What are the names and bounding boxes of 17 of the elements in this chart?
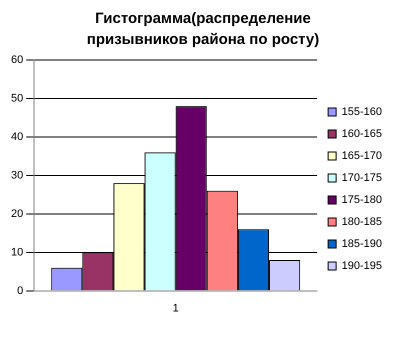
x-tick-label: 1 (172, 302, 179, 314)
chart-title: Гистограмма(распределение призывников района по росту) (86, 9, 320, 50)
y-tick-label: 50 (10, 92, 24, 104)
y-tick-label: 40 (10, 130, 24, 143)
y-tick-label: 10 (10, 246, 24, 258)
y-tick-label: 30 (10, 169, 24, 182)
legend-label: 155-160 (342, 106, 382, 118)
y-tick-label: 20 (10, 208, 24, 220)
legend-label: 190-195 (342, 260, 382, 272)
legend-label: 175-180 (342, 194, 382, 206)
legend-label: 165-170 (342, 150, 382, 162)
y-tick-label: 60 (10, 54, 24, 66)
legend-label: 160-165 (342, 128, 382, 140)
y-tick-label: 0 (17, 284, 24, 297)
legend-label: 185-190 (342, 238, 382, 250)
legend-label: 180-185 (342, 216, 382, 228)
legend-label: 170-175 (342, 172, 382, 184)
